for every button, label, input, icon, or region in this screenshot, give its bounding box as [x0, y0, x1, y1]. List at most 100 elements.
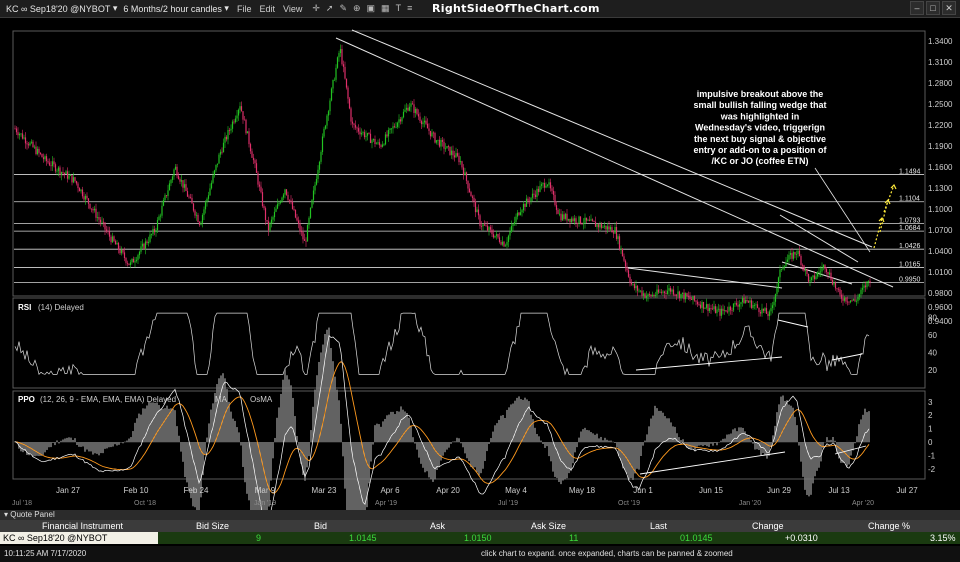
candle-body — [77, 183, 79, 189]
candle-body — [506, 241, 508, 246]
candle-body — [282, 194, 285, 198]
header-last[interactable]: Last — [650, 521, 668, 531]
candle-body — [23, 137, 25, 139]
osma-bar — [794, 416, 796, 443]
osma-bar — [774, 425, 776, 443]
candle-body — [365, 135, 367, 138]
fib-icon[interactable]: ≡ — [407, 3, 413, 13]
candle-body — [185, 184, 187, 192]
candle-body — [735, 302, 738, 306]
zoom-icon[interactable]: ⊕ — [352, 3, 361, 13]
quote-row[interactable]: KC ∞ Sep18'20 @NYBOT 9 1.0145 1.0150 11 … — [0, 532, 960, 544]
candle-body — [411, 103, 414, 105]
minimize-icon[interactable]: – — [910, 1, 924, 15]
candle-body — [209, 188, 211, 196]
osma-bar — [246, 442, 248, 494]
candle-body — [620, 248, 622, 250]
osma-bar — [534, 427, 536, 443]
osma-bar — [852, 442, 854, 451]
pencil-icon[interactable]: ✎ — [339, 3, 347, 13]
grid-icon[interactable]: ▦ — [381, 3, 390, 13]
header-change-pct[interactable]: Change % — [868, 521, 911, 531]
candle-body — [617, 236, 619, 239]
osma-bar — [280, 393, 282, 443]
osma-bar — [364, 442, 366, 510]
date-tick: Mar 9 — [255, 486, 276, 495]
osma-bar — [614, 442, 616, 443]
candle-body — [557, 209, 559, 214]
candle-body — [149, 234, 151, 242]
menu-edit[interactable]: Edit — [259, 3, 275, 14]
date-tick: May 4 — [505, 486, 527, 495]
arrow-icon[interactable]: ➚ — [325, 3, 334, 13]
osma-bar — [736, 431, 738, 443]
symbol-selector[interactable]: KC ∞ Sep18'20 @NYBOT ▾ — [6, 3, 118, 14]
menu-view[interactable]: View — [282, 3, 303, 14]
header-bid-size[interactable]: Bid Size — [196, 521, 230, 531]
menu-file[interactable]: File — [236, 3, 252, 14]
candle-body — [615, 226, 618, 239]
header-change[interactable]: Change — [752, 521, 784, 531]
osma-bar — [404, 411, 406, 443]
candle-body — [189, 197, 192, 199]
osma-bar — [330, 348, 332, 443]
osma-bar — [834, 440, 836, 443]
rsi-tick: 80 — [928, 314, 937, 323]
crosshair-icon[interactable]: ✛ — [312, 3, 320, 13]
candle-body — [750, 300, 753, 308]
candle-body — [549, 182, 552, 189]
candle-body — [29, 142, 31, 146]
close-icon[interactable]: ✕ — [942, 1, 956, 15]
candle-body — [546, 184, 549, 186]
candle-body — [371, 140, 373, 143]
ppo-series — [14, 327, 870, 510]
candle-body — [168, 183, 171, 191]
osma-bar — [188, 442, 190, 491]
candle-body — [528, 200, 531, 202]
osma-bar — [144, 408, 146, 443]
candle-body — [293, 208, 295, 210]
candle-body — [764, 308, 766, 311]
candle-body — [192, 203, 195, 211]
candle-body — [53, 161, 55, 165]
candle-body — [608, 226, 610, 230]
candle-body — [104, 222, 106, 230]
osma-bar — [496, 423, 498, 443]
candle-body — [309, 207, 312, 218]
candle-body — [288, 199, 291, 201]
candle-body — [500, 242, 502, 245]
maximize-icon[interactable]: □ — [926, 1, 940, 15]
candle-body — [383, 144, 385, 146]
osma-bar — [178, 435, 180, 443]
candle-body — [264, 208, 267, 220]
header-bid[interactable]: Bid — [314, 521, 328, 531]
price-tick: 1.0700 — [928, 226, 953, 235]
osma-bar — [372, 442, 374, 445]
osma-bar — [616, 442, 618, 448]
candle-body — [45, 156, 48, 162]
text-icon[interactable]: T — [395, 3, 402, 13]
candle-body — [251, 151, 253, 158]
candle-body — [765, 308, 768, 314]
price-chart[interactable]: 1.3400 1.3100 1.2800 1.2500 1.2200 1.1900 1.16… — [0, 18, 960, 510]
period-selector[interactable]: 6 Months/2 hour candles ▾ — [123, 3, 229, 14]
header-instrument[interactable]: Financial Instrument — [42, 521, 124, 531]
header-ask-size[interactable]: Ask Size — [531, 521, 567, 531]
osma-bar — [28, 442, 30, 456]
osma-bar — [566, 442, 568, 479]
candle-body — [278, 203, 280, 205]
osma-bar — [170, 408, 172, 443]
osma-bar — [662, 412, 664, 443]
candle-body — [839, 289, 841, 295]
candle-body — [68, 175, 70, 179]
osma-bar — [24, 442, 26, 451]
quote-instrument[interactable]: KC ∞ Sep18'20 @NYBOT — [0, 532, 158, 544]
candle-body — [627, 270, 630, 277]
candle-body — [860, 289, 862, 295]
lock-icon[interactable]: ▣ — [366, 3, 376, 13]
header-ask[interactable]: Ask — [430, 521, 446, 531]
candle-body — [812, 275, 814, 278]
osma-bar — [724, 438, 726, 443]
candle-body — [668, 288, 670, 291]
osma-bar — [186, 442, 188, 483]
